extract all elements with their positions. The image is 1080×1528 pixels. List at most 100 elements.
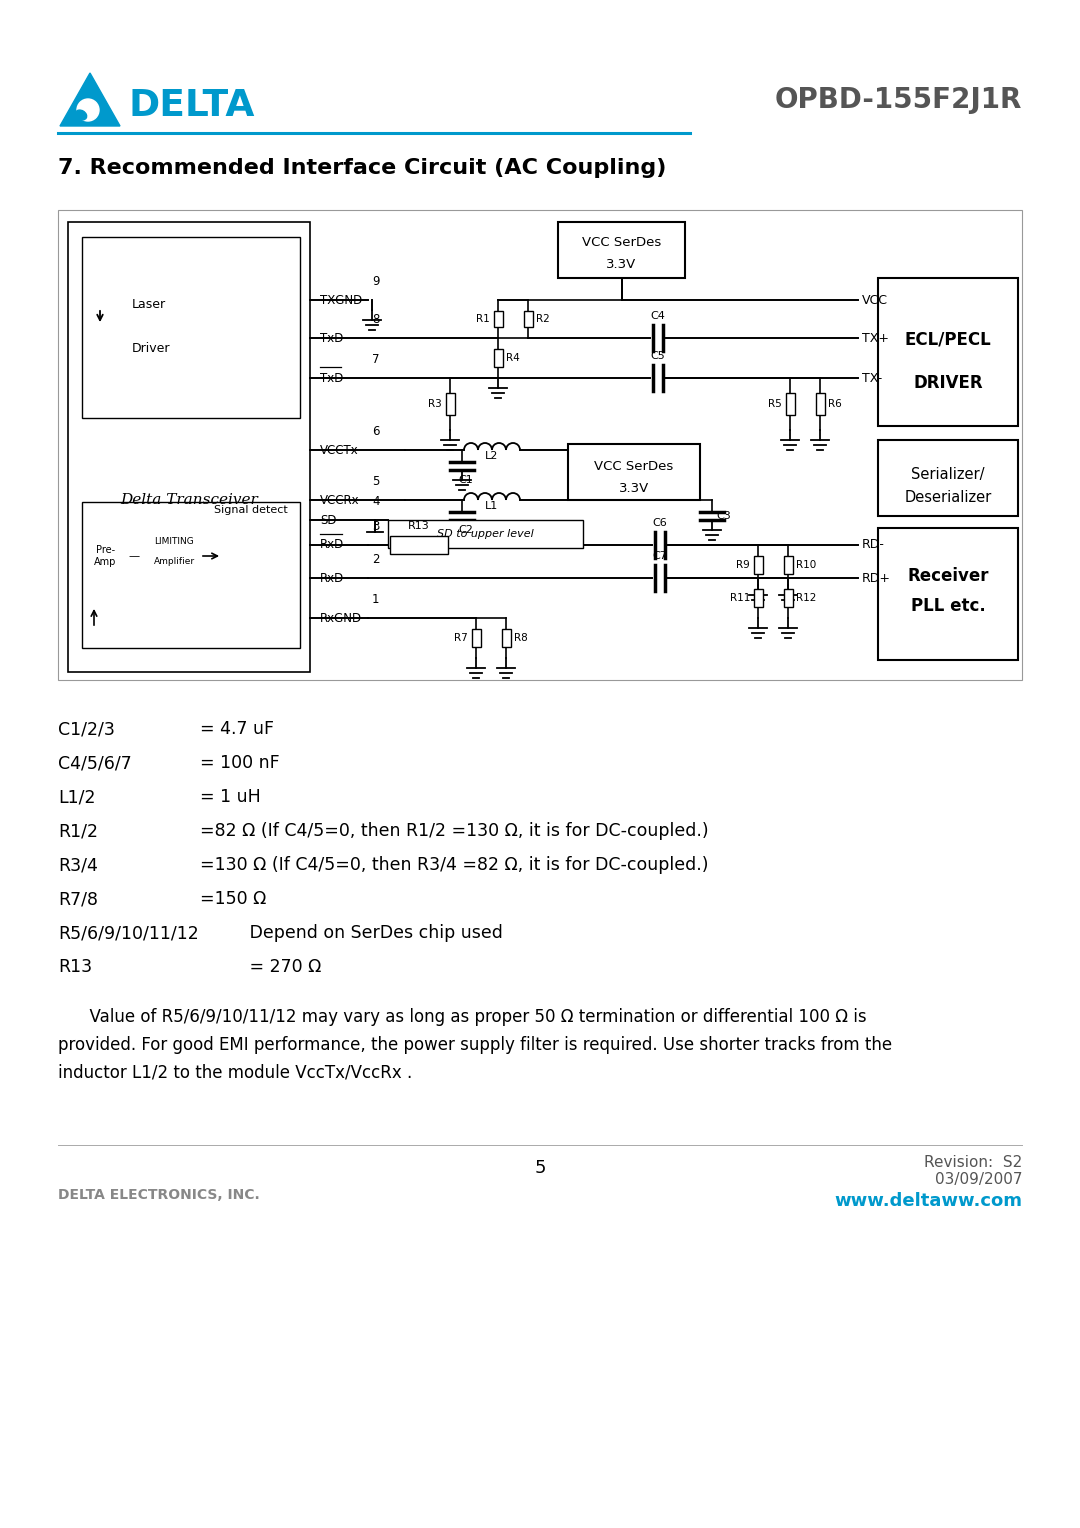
Text: VCC SerDes: VCC SerDes (594, 460, 674, 472)
Text: TxD: TxD (320, 332, 343, 344)
Text: R9: R9 (737, 559, 750, 570)
Bar (446, 393, 455, 416)
Bar (494, 310, 502, 327)
Text: C6: C6 (652, 518, 667, 529)
Text: R5: R5 (768, 399, 782, 410)
Bar (815, 393, 824, 416)
Bar (783, 556, 793, 575)
Text: C1: C1 (458, 475, 473, 484)
Text: VCCRx: VCCRx (320, 494, 360, 506)
Text: C4: C4 (650, 312, 665, 321)
Text: =82 Ω (If C4/5=0, then R1/2 =130 Ω, it is for DC-coupled.): =82 Ω (If C4/5=0, then R1/2 =130 Ω, it i… (200, 822, 708, 840)
Text: C1/2/3: C1/2/3 (58, 720, 114, 738)
Text: Depend on SerDes chip used: Depend on SerDes chip used (200, 924, 503, 941)
Text: = 4.7 uF: = 4.7 uF (200, 720, 274, 738)
Text: 3: 3 (372, 520, 379, 533)
Bar (783, 590, 793, 607)
Text: —: — (129, 552, 139, 561)
Text: C3: C3 (716, 510, 731, 521)
Text: R11: R11 (730, 593, 750, 604)
Text: Serializer/: Serializer/ (912, 468, 985, 483)
Text: TX+: TX+ (862, 332, 889, 344)
Text: R1/2: R1/2 (58, 822, 98, 840)
Text: L2: L2 (485, 451, 499, 461)
Text: 03/09/2007: 03/09/2007 (934, 1172, 1022, 1187)
Text: C7: C7 (652, 552, 667, 561)
Text: =150 Ω: =150 Ω (200, 889, 267, 908)
Text: R2: R2 (536, 313, 550, 324)
Text: R3: R3 (429, 399, 442, 410)
Text: R6: R6 (828, 399, 841, 410)
Text: Laser: Laser (132, 298, 166, 312)
Bar (494, 350, 502, 367)
Text: Pre-
Amp: Pre- Amp (94, 545, 117, 567)
Text: LIMITING: LIMITING (154, 538, 194, 547)
Bar (472, 630, 481, 646)
Text: RD-: RD- (862, 538, 885, 552)
Text: Driver: Driver (132, 341, 171, 354)
Text: Delta Transceiver: Delta Transceiver (120, 494, 258, 507)
Text: 3.3V: 3.3V (619, 481, 649, 495)
Text: = 1 uH: = 1 uH (200, 788, 260, 805)
Text: 7: 7 (372, 353, 379, 367)
Text: C2: C2 (458, 526, 473, 535)
Text: TXGND: TXGND (320, 293, 362, 307)
Text: R13: R13 (58, 958, 92, 976)
Text: DELTA ELECTRONICS, INC.: DELTA ELECTRONICS, INC. (58, 1187, 260, 1203)
Text: PLL etc.: PLL etc. (910, 597, 985, 614)
Text: DRIVER: DRIVER (914, 374, 983, 393)
Text: = 100 nF: = 100 nF (200, 753, 280, 772)
Bar (754, 590, 762, 607)
Text: =130 Ω (If C4/5=0, then R3/4 =82 Ω, it is for DC-coupled.): =130 Ω (If C4/5=0, then R3/4 =82 Ω, it i… (200, 856, 708, 874)
Text: R7: R7 (455, 633, 468, 643)
Bar (878, 529, 1018, 660)
Text: C5: C5 (650, 351, 665, 361)
Bar (388, 520, 583, 549)
Text: C4/5/6/7: C4/5/6/7 (58, 753, 132, 772)
Text: 9: 9 (372, 275, 379, 287)
Text: VCC: VCC (862, 293, 888, 307)
Text: 2: 2 (372, 553, 379, 565)
Bar (58, 209, 1022, 680)
Text: R8: R8 (514, 633, 528, 643)
Text: www.deltaww.com: www.deltaww.com (834, 1192, 1022, 1210)
Text: 1: 1 (372, 593, 379, 607)
Bar (878, 440, 1018, 516)
Text: RxGND: RxGND (320, 611, 362, 625)
Bar (524, 310, 532, 327)
Text: RxD: RxD (320, 571, 345, 585)
Text: RD+: RD+ (862, 571, 891, 585)
Text: 5: 5 (372, 475, 379, 487)
Polygon shape (60, 73, 120, 125)
Text: Revision:  S2: Revision: S2 (923, 1155, 1022, 1170)
Text: 4: 4 (372, 495, 379, 507)
Text: 6: 6 (372, 425, 379, 439)
Text: Signal detect: Signal detect (214, 504, 288, 515)
Text: 8: 8 (372, 313, 379, 325)
Text: 7. Recommended Interface Circuit (AC Coupling): 7. Recommended Interface Circuit (AC Cou… (58, 157, 666, 177)
Bar (754, 556, 762, 575)
Text: Receiver: Receiver (907, 567, 989, 585)
Text: R1: R1 (476, 313, 490, 324)
Text: L1/2: L1/2 (58, 788, 95, 805)
Text: VCCTx: VCCTx (320, 443, 359, 457)
Text: R10: R10 (796, 559, 816, 570)
Text: L1: L1 (485, 501, 499, 510)
Text: 5: 5 (535, 1160, 545, 1177)
Text: R5/6/9/10/11/12: R5/6/9/10/11/12 (58, 924, 199, 941)
Text: VCC SerDes: VCC SerDes (582, 235, 661, 249)
Text: RxD: RxD (320, 538, 345, 552)
Bar (558, 222, 685, 278)
Bar (878, 278, 1018, 426)
Text: Amplifier: Amplifier (153, 558, 194, 567)
Bar (68, 222, 310, 672)
Bar (785, 393, 795, 416)
Text: SD: SD (320, 513, 337, 527)
Bar (82, 503, 300, 648)
Text: TxD: TxD (320, 371, 343, 385)
Text: ECL/PECL: ECL/PECL (905, 332, 991, 348)
Text: R3/4: R3/4 (58, 856, 98, 874)
Bar (501, 630, 511, 646)
Bar (82, 237, 300, 419)
Circle shape (77, 99, 99, 121)
